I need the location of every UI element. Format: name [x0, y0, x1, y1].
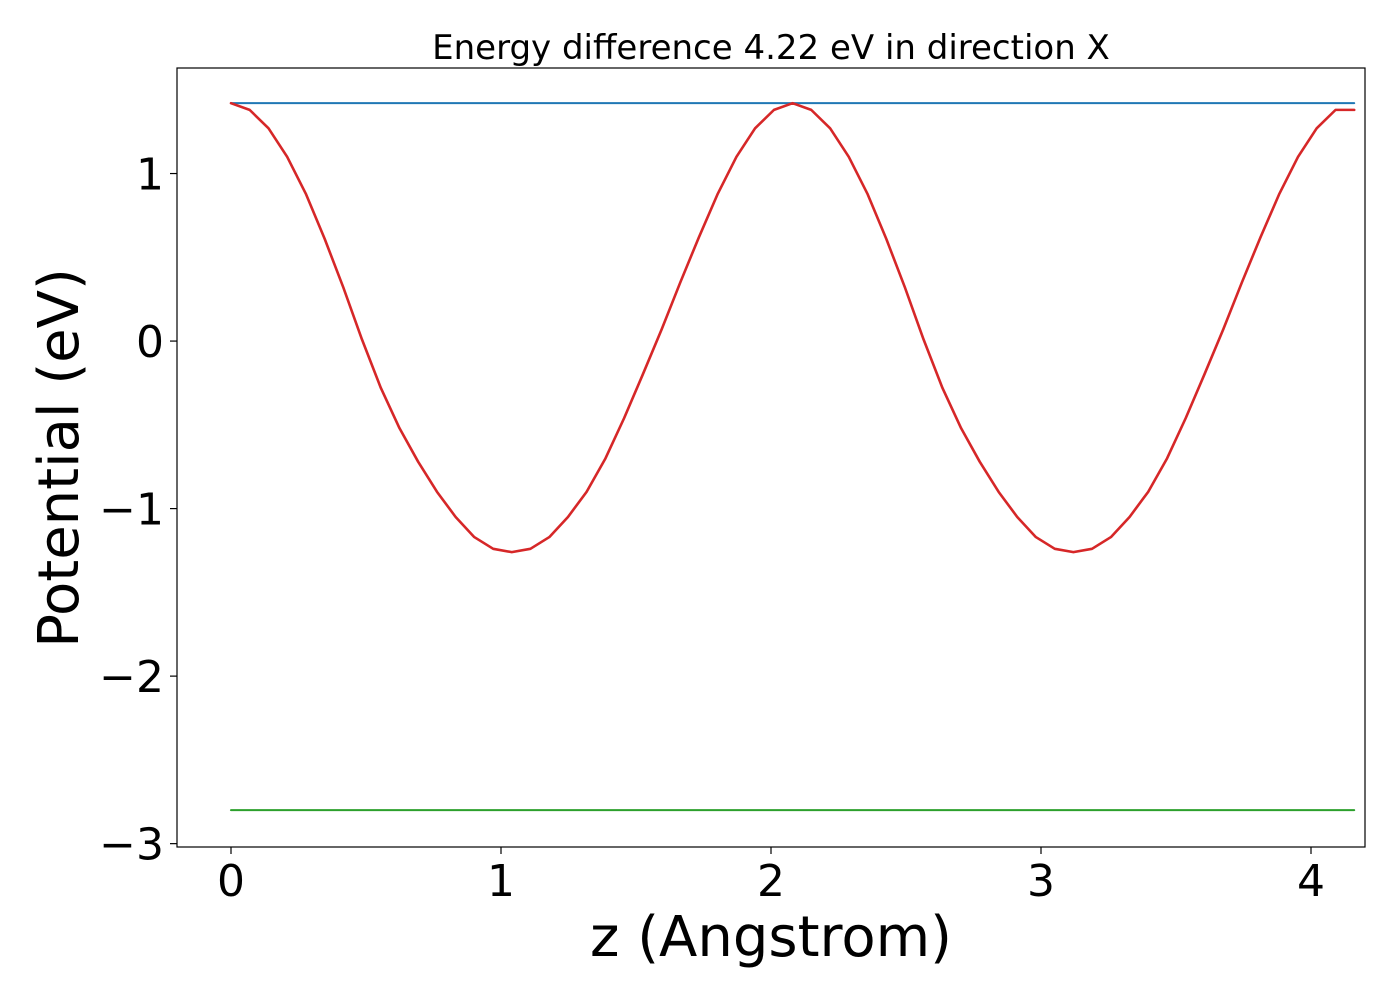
y-axis-label: Potential (eV) [27, 268, 92, 648]
x-tick-label-0: 0 [217, 856, 245, 907]
x-tick-label-3: 3 [1027, 856, 1055, 907]
series-layer [229, 101, 1356, 812]
y-tick-label-2: −1 [99, 485, 164, 536]
y-tick-label-3: −2 [99, 652, 164, 703]
plot-frame [176, 67, 1366, 848]
x-tick-label-4: 4 [1297, 856, 1325, 907]
x-axis-label: z (Angstrom) [590, 905, 952, 970]
series-line-3 [229, 101, 1356, 554]
y-ticks: 1 0 −1 −2 −3 [99, 150, 177, 871]
chart-title: Energy difference 4.22 eV in direction X [432, 28, 1110, 68]
y-tick-label-1: 0 [136, 317, 164, 368]
x-ticks: 0 1 2 3 4 [217, 847, 1325, 907]
y-tick-label-4: −3 [99, 820, 164, 871]
x-tick-label-1: 1 [487, 856, 515, 907]
y-tick-label-0: 1 [136, 150, 164, 201]
x-tick-label-2: 2 [757, 856, 785, 907]
